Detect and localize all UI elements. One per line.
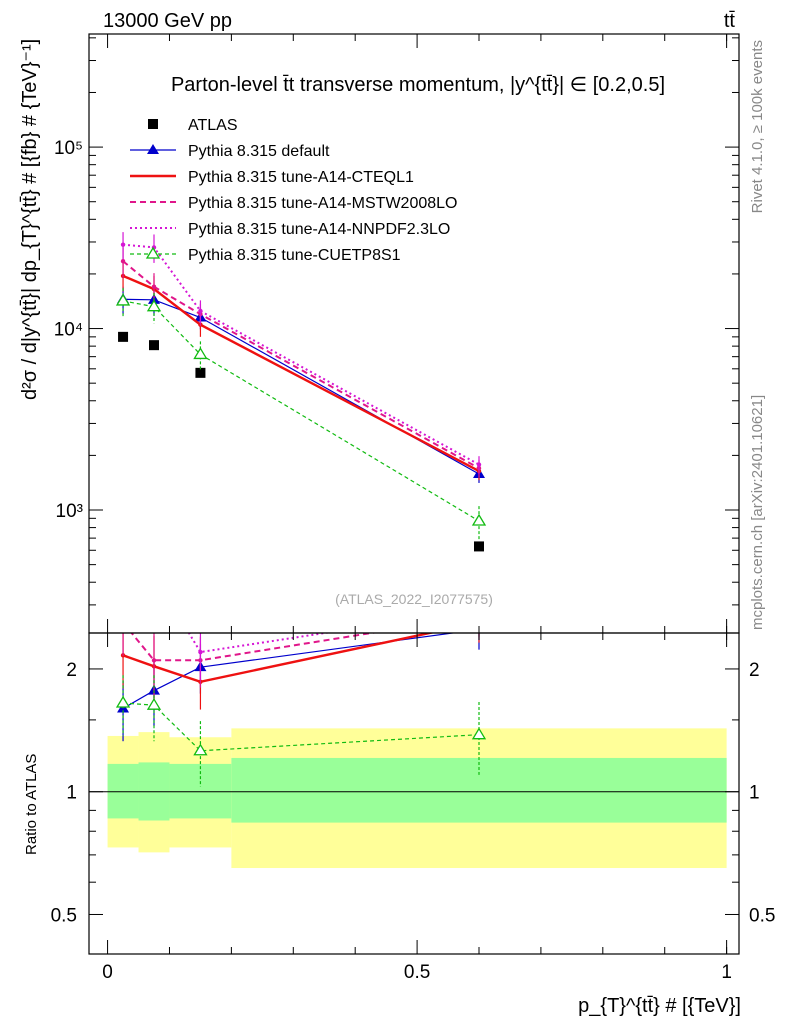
point-mstw-1 bbox=[151, 284, 157, 289]
legend-label-mstw: Pythia 8.315 tune-A14-MSTW2008LO bbox=[188, 195, 457, 212]
point-cuetp-0 bbox=[115, 293, 131, 306]
xtick-label: 1 bbox=[721, 962, 732, 983]
ratio-point-nnpdf-0 bbox=[121, 583, 125, 587]
atlas-point-1 bbox=[149, 340, 159, 351]
point-nnpdf-3 bbox=[476, 462, 482, 467]
ytick-ratio-label-right: 0.5 bbox=[749, 905, 775, 926]
atlas-point-2 bbox=[195, 367, 206, 378]
ratio-point-mstw-1 bbox=[151, 658, 157, 663]
ytick-main-label: 10³ bbox=[56, 501, 83, 522]
legend-marker-cuetp bbox=[145, 246, 161, 259]
legend-marker-atlas bbox=[148, 119, 158, 129]
series-line-nnpdf bbox=[122, 243, 480, 466]
main-ylabel: d²σ / d|y^{tt̄}| dp_{T}^{tt̄} # [{fb} # … bbox=[19, 39, 41, 400]
ratio-line-default bbox=[122, 633, 458, 709]
ratio-line-cuetp bbox=[123, 702, 480, 752]
ratio-point-cuetp-2 bbox=[193, 743, 208, 756]
ratio-line-mstw bbox=[130, 633, 378, 662]
ratio-point-nnpdf-2 bbox=[198, 649, 203, 655]
ratio-line-cteql1 bbox=[122, 633, 436, 684]
ytick-ratio-label-right: 2 bbox=[749, 660, 760, 681]
ratio-point-cteql1-3 bbox=[477, 620, 481, 624]
rivet-label: Rivet 4.1.0, ≥ 100k events bbox=[749, 40, 766, 213]
atlas-point-0 bbox=[118, 331, 129, 342]
ratio-plot-data bbox=[115, 573, 487, 787]
analysis-watermark: (ATLAS_2022_I2077575) bbox=[335, 591, 493, 607]
xtick-label: 0 bbox=[102, 962, 113, 983]
ytick-ratio-label-right: 1 bbox=[749, 783, 760, 804]
atlas-point-3 bbox=[474, 541, 484, 552]
legend-label-cuetp: Pythia 8.315 tune-CUETP8S1 bbox=[188, 247, 401, 264]
legend-marker-default bbox=[147, 144, 159, 154]
legend-label-cteql1: Pythia 8.315 tune-A14-CTEQL1 bbox=[188, 169, 414, 186]
legend-label-atlas: ATLAS bbox=[188, 117, 238, 134]
ratio-point-cuetp-3 bbox=[471, 727, 487, 740]
band-inner-0 bbox=[107, 763, 139, 819]
series-line-default bbox=[123, 298, 480, 475]
point-cuetp-2 bbox=[193, 347, 208, 360]
ratio-point-nnpdf-3 bbox=[477, 607, 481, 611]
series-line-mstw bbox=[122, 260, 480, 470]
ytick-main-label: 10⁴ bbox=[54, 320, 83, 341]
ytick-ratio-label: 0.5 bbox=[51, 905, 77, 926]
legend-label-nnpdf: Pythia 8.315 tune-A14-NNPDF2.3LO bbox=[188, 221, 450, 238]
point-cuetp-1 bbox=[146, 299, 162, 312]
ratio-line-nnpdf bbox=[187, 633, 332, 654]
point-cuetp-3 bbox=[471, 513, 487, 526]
series-line-cuetp bbox=[122, 300, 480, 522]
ratio-point-mstw-3 bbox=[477, 614, 481, 618]
ratio-point-nnpdf-1 bbox=[152, 573, 156, 577]
ratio-point-cuetp-1 bbox=[146, 697, 162, 710]
ytick-ratio-label: 1 bbox=[66, 783, 77, 804]
ratio-frame bbox=[88, 632, 740, 955]
ratio-point-mstw-0 bbox=[121, 620, 125, 624]
ratio-ylabel: Ratio to ATLAS bbox=[23, 754, 40, 855]
ytick-ratio-label: 2 bbox=[66, 660, 77, 681]
header-channel: tt̄ bbox=[724, 10, 736, 32]
point-mstw-0 bbox=[120, 259, 126, 264]
xtick-label: 0.5 bbox=[404, 962, 430, 983]
point-nnpdf-0 bbox=[120, 242, 126, 247]
mcplots-label: mcplots.cern.ch [arXiv:2401.10621] bbox=[749, 395, 766, 630]
series-line-cteql1 bbox=[122, 274, 480, 473]
ytick-main-label: 10⁵ bbox=[54, 138, 83, 159]
main-frame bbox=[88, 33, 740, 634]
ratio-point-cuetp-0 bbox=[115, 695, 131, 708]
ratio-uncertainty-bands bbox=[89, 728, 739, 869]
point-nnpdf-2 bbox=[198, 308, 203, 314]
header-process: 13000 GeV pp bbox=[103, 10, 232, 32]
axes: 10³ 10⁴ 10⁵ 0.5 0.5 1 1 2 2 0 0.5 1 bbox=[51, 34, 775, 983]
legend: ATLAS Pythia 8.315 default Pythia 8.315 tu… bbox=[130, 117, 457, 264]
plot-title: Parton-level t̄t transverse momentum, |y… bbox=[171, 74, 665, 96]
main-plot-data bbox=[115, 232, 487, 552]
legend-label-default: Pythia 8.315 default bbox=[188, 143, 330, 160]
xlabel: p_{T}^{tt̄} # [{TeV}] bbox=[578, 995, 741, 1017]
